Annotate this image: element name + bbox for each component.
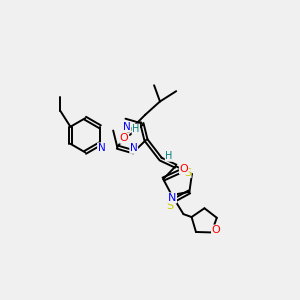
Text: N: N (130, 143, 138, 153)
Text: O: O (212, 225, 220, 235)
Text: S: S (184, 168, 191, 178)
Text: N: N (123, 122, 131, 132)
Text: S: S (167, 201, 174, 211)
Text: N: N (168, 193, 176, 203)
Text: O: O (120, 133, 129, 143)
Text: H: H (132, 124, 140, 134)
Text: O: O (179, 164, 188, 174)
Text: H: H (165, 151, 173, 161)
Text: N: N (98, 143, 105, 153)
